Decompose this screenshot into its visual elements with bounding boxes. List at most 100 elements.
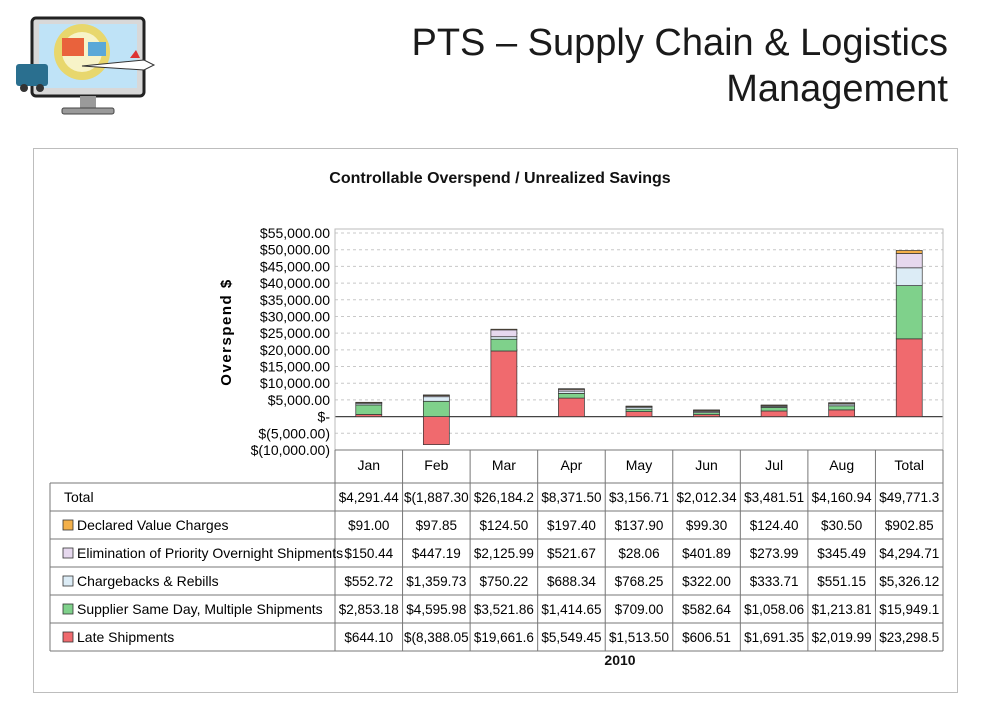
chart-frame — [33, 148, 958, 693]
x-tick-label: Apr — [561, 457, 583, 473]
bar-segment — [355, 401, 383, 404]
slide-title-line2: Management — [726, 68, 948, 110]
y-tick-label: $20,000.00 — [260, 342, 330, 358]
y-tick-label: $(10,000.00) — [251, 442, 330, 458]
table-cell: $750.22 — [479, 574, 528, 589]
table-cell: $521.67 — [547, 546, 596, 561]
table-cell: $137.90 — [615, 518, 664, 533]
table-cell: $2,019.99 — [812, 630, 872, 645]
x-tick-label: Jul — [765, 457, 783, 473]
table-cell: $4,294.71 — [879, 546, 939, 561]
x-tick-label: Aug — [829, 457, 854, 473]
table-cell: $333.71 — [750, 574, 799, 589]
table-cell: $15,949.1 — [879, 602, 939, 617]
bar-segment — [828, 405, 856, 411]
bar-segment — [895, 338, 923, 417]
y-tick-label: $10,000.00 — [260, 375, 330, 391]
y-axis-label: Overspend $ — [218, 278, 235, 385]
x-tick-label: May — [626, 457, 652, 473]
bar-segment — [558, 393, 585, 399]
bar-segment — [422, 396, 450, 402]
table-cell: $322.00 — [682, 574, 731, 589]
y-tick-label: $30,000.00 — [260, 308, 330, 324]
y-tick-label: $35,000.00 — [260, 292, 330, 308]
y-tick-labels: $55,000.00$50,000.00$45,000.00$40,000.00… — [251, 225, 331, 458]
bar-segment — [760, 410, 788, 417]
table-cell: $1,058.06 — [744, 602, 804, 617]
legend-swatch — [62, 603, 74, 615]
table-cell: $19,661.6 — [474, 630, 534, 645]
data-table: Jan Feb Mar Apr May Jun Jul Aug Total Total $4,291… — [49, 449, 944, 652]
y-tick-label: $45,000.00 — [260, 258, 330, 274]
slide-title-line1: PTS – Supply Chain & Logistics — [411, 22, 949, 64]
table-cell: $1,513.50 — [609, 630, 669, 645]
table-cell: $768.25 — [615, 574, 664, 589]
bar-segment — [895, 285, 923, 340]
chart-title: Controllable Overspend / Unrealized Savi… — [329, 170, 671, 187]
legend-entry: Late Shipments — [77, 629, 174, 645]
legend-swatch — [62, 631, 74, 643]
legend-swatch — [62, 519, 74, 531]
legend-entry: Elimination of Priority Overnight Shipme… — [77, 545, 343, 561]
table-cell: $3,481.51 — [744, 490, 804, 505]
bar-segment — [625, 405, 653, 408]
table-cell: $197.40 — [547, 518, 596, 533]
x-tick-label: Feb — [424, 457, 448, 473]
total-row-label: Total — [64, 489, 94, 505]
y-tick-label: $(5,000.00) — [258, 425, 330, 441]
y-tick-label: $55,000.00 — [260, 225, 330, 241]
table-cell: $1,691.35 — [744, 630, 804, 645]
bar-segment — [558, 397, 585, 417]
table-cell: $3,521.86 — [474, 602, 534, 617]
legend-swatch — [62, 575, 74, 587]
table-cell: $606.51 — [682, 630, 731, 645]
table-cell: $30.50 — [821, 518, 862, 533]
table-cell: $4,160.94 — [812, 490, 873, 505]
table-cell: $(8,388.05 — [404, 630, 469, 645]
bar-segment — [693, 409, 720, 412]
bar-segment — [895, 253, 923, 269]
bar-segment — [625, 408, 653, 412]
table-cell: $902.85 — [885, 518, 934, 533]
table-cell: $150.44 — [344, 546, 393, 561]
table-cell: $5,326.12 — [879, 574, 939, 589]
table-cell: $447.19 — [412, 546, 461, 561]
bar-segment — [422, 394, 450, 397]
y-tick-label: $5,000.00 — [268, 392, 330, 408]
table-cell: $4,291.44 — [339, 490, 400, 505]
bar-segment — [558, 388, 585, 390]
y-tick-label: $- — [318, 409, 331, 425]
table-cell: $3,156.71 — [609, 490, 669, 505]
bar-segment — [490, 336, 518, 340]
table-cell: $4,595.98 — [406, 602, 466, 617]
table-cell: $1,414.65 — [541, 602, 601, 617]
x-axis-label: 2010 — [604, 652, 636, 668]
y-tick-label: $25,000.00 — [260, 325, 330, 341]
bar-segment — [760, 404, 788, 407]
y-tick-label: $50,000.00 — [260, 242, 330, 258]
table-cell: $23,298.5 — [879, 630, 939, 645]
legend-swatch — [62, 547, 74, 559]
bar-stacks — [355, 250, 923, 445]
computer-logistics-icon — [12, 10, 162, 125]
bar-segment — [422, 400, 450, 417]
table-cell: $2,012.34 — [677, 490, 738, 505]
table-cell: $2,125.99 — [474, 546, 534, 561]
bar-segment — [422, 416, 450, 445]
table-cell: $1,359.73 — [406, 574, 466, 589]
slide-title: PTS – Supply Chain & Logistics Managemen… — [308, 20, 949, 112]
table-cell: $99.30 — [686, 518, 727, 533]
table-cell: $28.06 — [618, 546, 659, 561]
x-tick-label: Jan — [357, 457, 380, 473]
table-cell: $124.40 — [750, 518, 799, 533]
table-cell: $(1,887.30 — [404, 490, 469, 505]
bar-segment — [828, 402, 856, 404]
y-tick-label: $40,000.00 — [260, 275, 330, 291]
legend-entry: Chargebacks & Rebills — [77, 573, 219, 589]
bar-segment — [490, 338, 518, 352]
bar-segment — [490, 329, 518, 338]
table-cell: $1,213.81 — [812, 602, 872, 617]
bar-segment — [490, 328, 518, 331]
table-cell: $97.85 — [416, 518, 457, 533]
table-cell: $551.15 — [817, 574, 866, 589]
